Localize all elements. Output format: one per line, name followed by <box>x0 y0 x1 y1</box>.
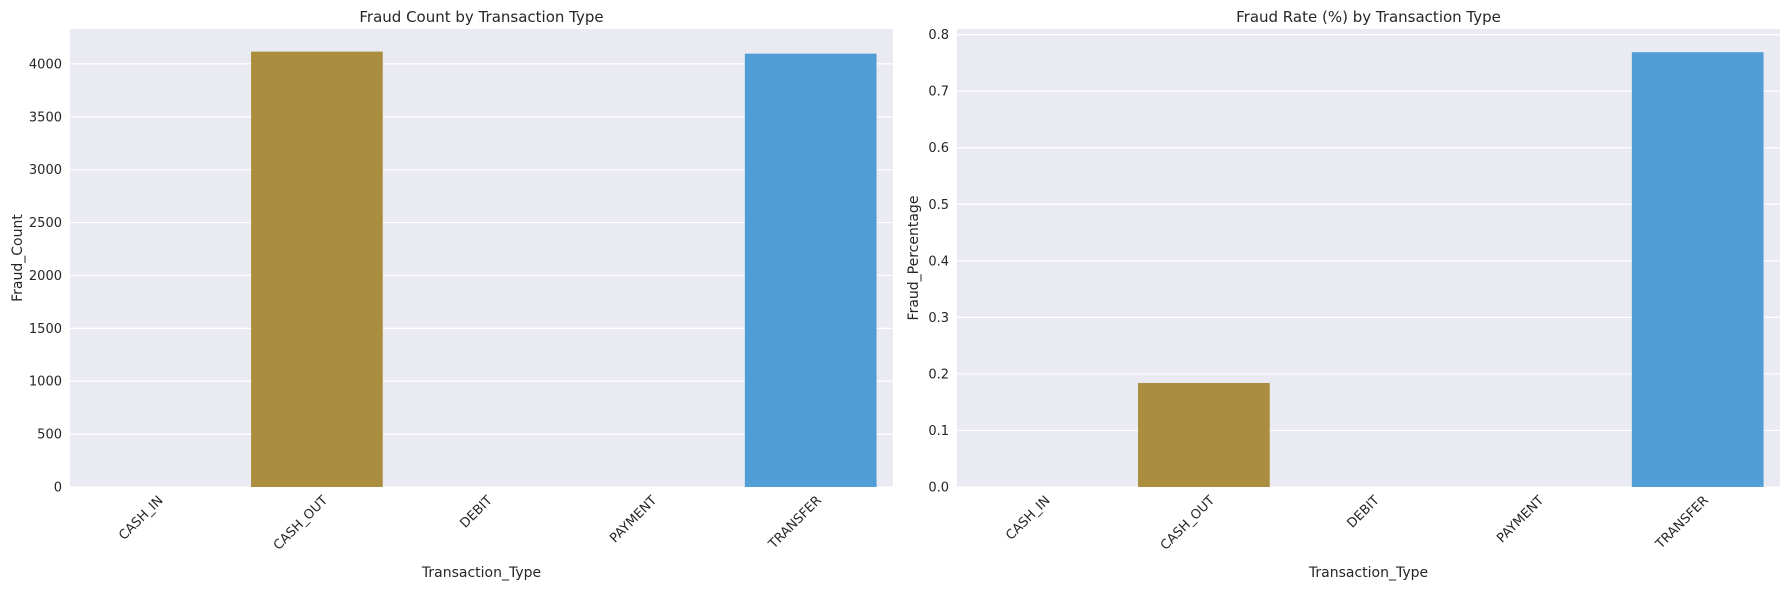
y-tick-label: 4000 <box>29 57 62 72</box>
bar-transfer <box>1631 52 1764 488</box>
x-tick-label: DEBIT <box>1345 493 1383 531</box>
x-tick-label: TRANSFER <box>1652 493 1711 552</box>
y-tick-label: 0.2 <box>928 367 949 382</box>
x-tick-label: PAYMENT <box>607 493 660 546</box>
x-axis-label: Transaction_Type <box>421 565 541 581</box>
chart-panel-2: 0.0 0.1 0.2 0.3 0.4 0.5 0.6 0.7 0.8 CASH_IN CASH_O… <box>906 8 1780 581</box>
y-tick-label: 0.4 <box>928 254 949 269</box>
bar-cash-out <box>251 51 383 488</box>
y-tick-label: 500 <box>37 428 62 443</box>
chart-panel-1: 0 500 1000 1500 2000 2500 3000 3500 4000 CASH_IN C… <box>10 8 893 581</box>
x-axis-label: Transaction_Type <box>1308 565 1428 581</box>
x-tick-label: CASH_IN <box>116 493 166 543</box>
x-tick-label: TRANSFER <box>765 493 824 552</box>
y-tick-label: 0.8 <box>928 28 949 43</box>
y-tick-label: 1500 <box>29 322 62 337</box>
y-tick-label: 0 <box>54 481 62 496</box>
y-tick-label: 2000 <box>29 269 62 284</box>
x-tick-label: CASH_OUT <box>271 493 331 553</box>
y-tick-label: 1000 <box>29 375 62 390</box>
y-tick-label: 0.6 <box>928 141 949 156</box>
y-tick-label: 3000 <box>29 163 62 178</box>
y-axis-label: Fraud_Percentage <box>906 196 922 321</box>
y-tick-label: 0.7 <box>928 85 949 100</box>
y-tick-label: 3500 <box>29 110 62 125</box>
chart-title: Fraud Rate (%) by Transaction Type <box>1236 8 1501 26</box>
y-tick-label: 0.5 <box>928 198 949 213</box>
y-tick-label: 0.3 <box>928 311 949 326</box>
bar-transfer <box>744 53 877 487</box>
x-tick-label: DEBIT <box>458 493 496 531</box>
y-tick-label: 0.0 <box>928 481 949 496</box>
x-tick-label: PAYMENT <box>1494 493 1547 546</box>
chart-title: Fraud Count by Transaction Type <box>359 8 603 26</box>
bar-cash-out <box>1138 382 1270 487</box>
y-axis-label: Fraud_Count <box>10 214 26 302</box>
x-tick-label: CASH_OUT <box>1158 493 1218 553</box>
x-tick-label: CASH_IN <box>1003 493 1053 543</box>
y-tick-label: 2500 <box>29 216 62 231</box>
y-tick-label: 0.1 <box>928 424 949 439</box>
